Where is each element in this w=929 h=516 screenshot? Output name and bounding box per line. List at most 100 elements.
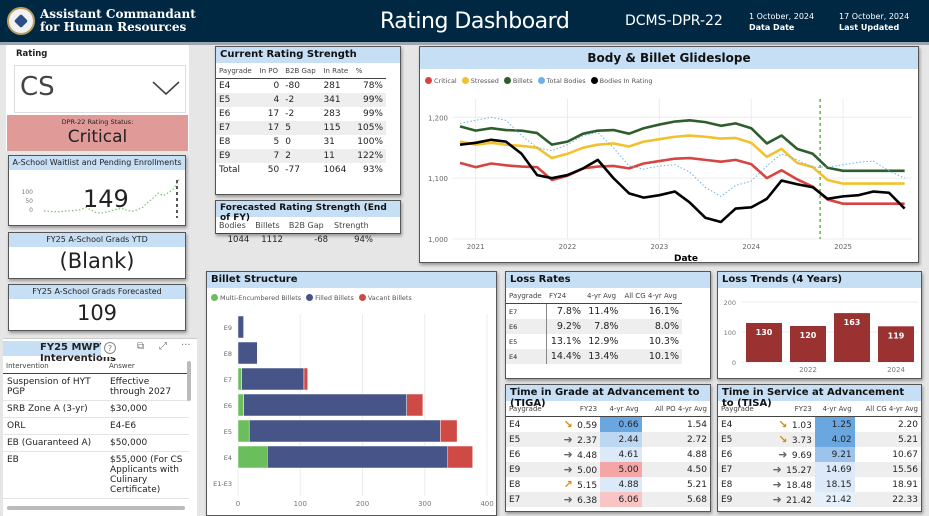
- table-row: E8 ↗ 5.15 4.88 5.21: [506, 477, 710, 492]
- bar-2021[interactable]: [746, 323, 782, 362]
- col-header[interactable]: In Rate: [320, 63, 353, 79]
- col-header[interactable]: FY24: [546, 288, 584, 304]
- bar-filled-billets-e8[interactable]: [237, 341, 258, 365]
- table-cell: 13.1%: [550, 336, 581, 347]
- col-header[interactable]: 4-yr Avg: [584, 288, 622, 304]
- col-header[interactable]: B2B Gap: [282, 63, 321, 79]
- col-header[interactable]: Strength: [331, 217, 376, 234]
- bar-filled-billets-e7[interactable]: [241, 367, 305, 391]
- help-icon[interactable]: ?: [104, 342, 116, 354]
- more-options-icon[interactable]: ···: [181, 340, 191, 351]
- col-header-answer[interactable]: Answer: [106, 358, 189, 374]
- col-header[interactable]: All CG 4-yr Avg: [854, 401, 921, 417]
- y-tick-label: 100: [724, 329, 736, 337]
- col-header[interactable]: All PO 4-yr Avg: [641, 401, 710, 417]
- col-header[interactable]: In PO: [256, 63, 283, 79]
- copy-visual-icon[interactable]: ⧉: [137, 341, 145, 352]
- table-cell: E8: [219, 137, 231, 147]
- table-cell: 115: [320, 121, 353, 135]
- bar-vacant-billets-e7[interactable]: [303, 367, 308, 391]
- y-tick-label: 1,200: [428, 114, 448, 122]
- paygrade-cell: E5: [506, 432, 552, 447]
- table-cell: 5: [282, 121, 321, 135]
- fy23-value: 5.00: [577, 466, 598, 476]
- forecast-strength-title: Forecasted Rating Strength (End of FY): [216, 201, 400, 223]
- series-line-critical[interactable]: [459, 156, 905, 205]
- answer-cell: Effective through 2027: [106, 373, 189, 401]
- tisa-title: Time in Service at Advancement to (TISA): [718, 385, 921, 409]
- table-cell: 341: [320, 93, 353, 107]
- bar-vacant-billets-e6[interactable]: [406, 393, 424, 417]
- bar-multi-encumbered-billets-e6[interactable]: [237, 393, 244, 417]
- legend-item[interactable]: Vacant Billets: [358, 294, 412, 302]
- y-tick-label: E8: [224, 350, 232, 358]
- col-header-intervention[interactable]: Intervention: [3, 358, 106, 374]
- col-header[interactable]: FY23: [761, 401, 815, 417]
- legend-item[interactable]: Total Bodies: [537, 77, 586, 85]
- col-header[interactable]: Paygrade: [506, 288, 547, 304]
- bar-2023[interactable]: [834, 313, 870, 362]
- series-line-bodies-in-rating[interactable]: [459, 138, 906, 224]
- col-header[interactable]: FY23: [551, 401, 601, 417]
- col-header[interactable]: Paygrade: [718, 401, 762, 417]
- table-row: EB (Guaranteed A) $50,000: [3, 434, 189, 452]
- x-tick-label: 2022: [559, 243, 577, 251]
- trend-flat-icon: ➜: [772, 493, 782, 506]
- legend-swatch: [358, 294, 366, 301]
- col-header[interactable]: 4-yr Avg: [600, 401, 642, 417]
- current-strength-title: Current Rating Strength: [216, 47, 400, 63]
- bar-filled-billets-e5[interactable]: [248, 419, 441, 443]
- table-row: Total 50 -77 1064 93%: [216, 163, 386, 177]
- vertical-scrollbar[interactable]: [187, 361, 191, 401]
- series-line-stressed[interactable]: [459, 134, 905, 185]
- all-avg-cell: 15.56: [854, 462, 921, 477]
- series-line-total-bodies[interactable]: [459, 116, 905, 197]
- table-cell: 11.4%: [588, 306, 619, 317]
- legend-item[interactable]: Stressed: [461, 77, 499, 85]
- focus-mode-icon[interactable]: ⤢: [159, 341, 167, 352]
- paygrade-cell: E7: [506, 492, 552, 507]
- bar-multi-encumbered-billets-e4[interactable]: [237, 445, 268, 469]
- fy23-cell: ➜ 6.38: [551, 492, 601, 507]
- bar-2022[interactable]: [790, 326, 826, 362]
- legend-item[interactable]: Billets: [503, 77, 533, 85]
- table-cell: -2: [285, 109, 295, 119]
- fy23-value: 2.37: [577, 436, 598, 446]
- fy23-cell: ↗ 5.15: [552, 477, 600, 492]
- bar-multi-encumbered-billets-e7[interactable]: [237, 367, 242, 391]
- col-header[interactable]: Billets: [252, 217, 286, 234]
- col-header[interactable]: Bodies: [216, 217, 253, 234]
- legend-swatch: [461, 77, 469, 84]
- table-cell: 7.8%: [556, 306, 581, 317]
- col-header[interactable]: Paygrade: [506, 401, 552, 417]
- report-code: DCMS-DPR-22: [625, 13, 723, 29]
- col-header[interactable]: All CG 4-yr Avg: [621, 288, 682, 304]
- bar-filled-billets-e9[interactable]: [237, 315, 244, 339]
- bar-multi-encumbered-billets-e5[interactable]: [237, 419, 250, 443]
- chevron-down-icon: [152, 81, 180, 96]
- col-header[interactable]: %: [352, 63, 386, 79]
- glideslope-title: Body & Billet Glideslope: [420, 47, 918, 69]
- legend-item[interactable]: Critical: [425, 77, 457, 85]
- x-tick-label: 2025: [834, 243, 852, 251]
- x-tick-label: 2021: [467, 243, 485, 251]
- col-header[interactable]: B2B Gap: [285, 217, 332, 234]
- bar-2024[interactable]: [878, 326, 914, 362]
- tisa-panel: Time in Service at Advancement to (TISA)…: [717, 384, 922, 512]
- bar-filled-billets-e6[interactable]: [243, 393, 407, 417]
- tiga-title: Time in Grade at Advancement to (TIGA): [506, 385, 710, 409]
- rating-dropdown[interactable]: CS: [14, 65, 186, 113]
- bar-vacant-billets-e5[interactable]: [440, 419, 458, 443]
- legend-item[interactable]: Filled Billets: [306, 294, 354, 302]
- series-line-billets[interactable]: [459, 119, 905, 173]
- col-header[interactable]: 4-yr Avg: [814, 401, 855, 417]
- col-header[interactable]: Paygrade: [216, 63, 257, 79]
- bar-filled-billets-e4[interactable]: [267, 445, 449, 469]
- fy23-value: 9.69: [791, 451, 812, 461]
- horizontal-scrollbar[interactable]: [7, 506, 185, 510]
- fy23-value: 6.38: [577, 496, 598, 506]
- bar-vacant-billets-e4[interactable]: [447, 445, 473, 469]
- legend-item[interactable]: Bodies In Rating: [590, 77, 653, 85]
- legend-item[interactable]: Multi-Encumbered Billets: [211, 294, 301, 302]
- table-row: Suspension of HYT PGP Effective through 2…: [3, 373, 189, 401]
